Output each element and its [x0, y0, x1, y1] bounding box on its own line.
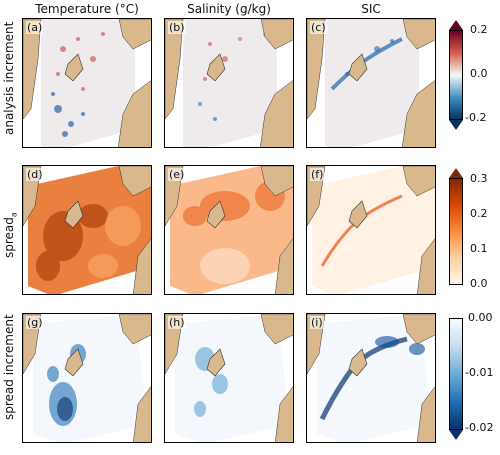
colorbar-1-bottom-extend: [449, 120, 463, 130]
panel-d-temperature-spread-a: (d): [22, 165, 152, 295]
colorbar-2: [449, 178, 463, 285]
colorbar-3: [449, 318, 463, 430]
panel-label-i: (i): [310, 316, 324, 329]
map-d: [23, 166, 151, 294]
panel-e-salinity-spread-a: (e): [164, 165, 294, 295]
colorbar-3-tick-2: -0.02: [465, 421, 494, 434]
row-label-analysis-increment: analysis increment: [2, 21, 16, 135]
column-title-temperature: Temperature (°C): [35, 2, 139, 16]
colorbar-1-tick-bottom: -0.2: [465, 111, 487, 124]
colorbar-1: [449, 30, 463, 120]
panel-f-sic-spread-a: (f): [306, 165, 436, 295]
panel-c-sic-analysis-increment: (c): [306, 18, 436, 148]
panel-h-salinity-spread-increment: (h): [164, 313, 294, 443]
panel-label-e: (e): [168, 168, 186, 181]
colorbar-3-bottom-extend: [449, 430, 463, 440]
map-c: [307, 19, 435, 147]
panel-label-g: (g): [26, 316, 44, 329]
colorbar-2-tick-2: 0.1: [470, 242, 488, 255]
map-f: [307, 166, 435, 294]
colorbar-2-tick-0: 0.3: [470, 172, 488, 185]
colorbar-3-tick-1: -0.01: [465, 366, 494, 379]
map-b: [165, 19, 293, 147]
map-a: [23, 19, 151, 147]
colorbar-1-top-extend: [449, 20, 463, 30]
row-label-spread-increment: spread increment: [2, 314, 16, 420]
map-e: [165, 166, 293, 294]
panel-b-salinity-analysis-increment: (b): [164, 18, 294, 148]
panel-g-temperature-spread-increment: (g): [22, 313, 152, 443]
column-title-salinity: Salinity (g/kg): [187, 2, 271, 16]
colorbar-2-tick-1: 0.2: [470, 207, 488, 220]
panel-label-a: (a): [26, 21, 44, 34]
panel-label-h: (h): [168, 316, 186, 329]
panel-label-c: (c): [310, 21, 327, 34]
column-title-sic: SIC: [361, 2, 381, 16]
panel-a-temperature-analysis-increment: (a): [22, 18, 152, 148]
colorbar-1-tick-mid: 0.0: [470, 67, 488, 80]
map-g: [23, 314, 151, 442]
colorbar-1-tick-top: 0.2: [470, 23, 488, 36]
colorbar-2-top-extend: [449, 168, 463, 178]
panel-label-b: (b): [168, 21, 186, 34]
panel-label-d: (d): [26, 168, 44, 181]
colorbar-3-tick-0: 0.00: [468, 311, 493, 324]
row-label-spread-a: spreada: [2, 212, 19, 258]
panel-i-sic-spread-increment: (i): [306, 313, 436, 443]
colorbar-2-tick-3: 0.0: [470, 277, 488, 290]
map-h: [165, 314, 293, 442]
panel-label-f: (f): [310, 168, 325, 181]
map-i: [307, 314, 435, 442]
